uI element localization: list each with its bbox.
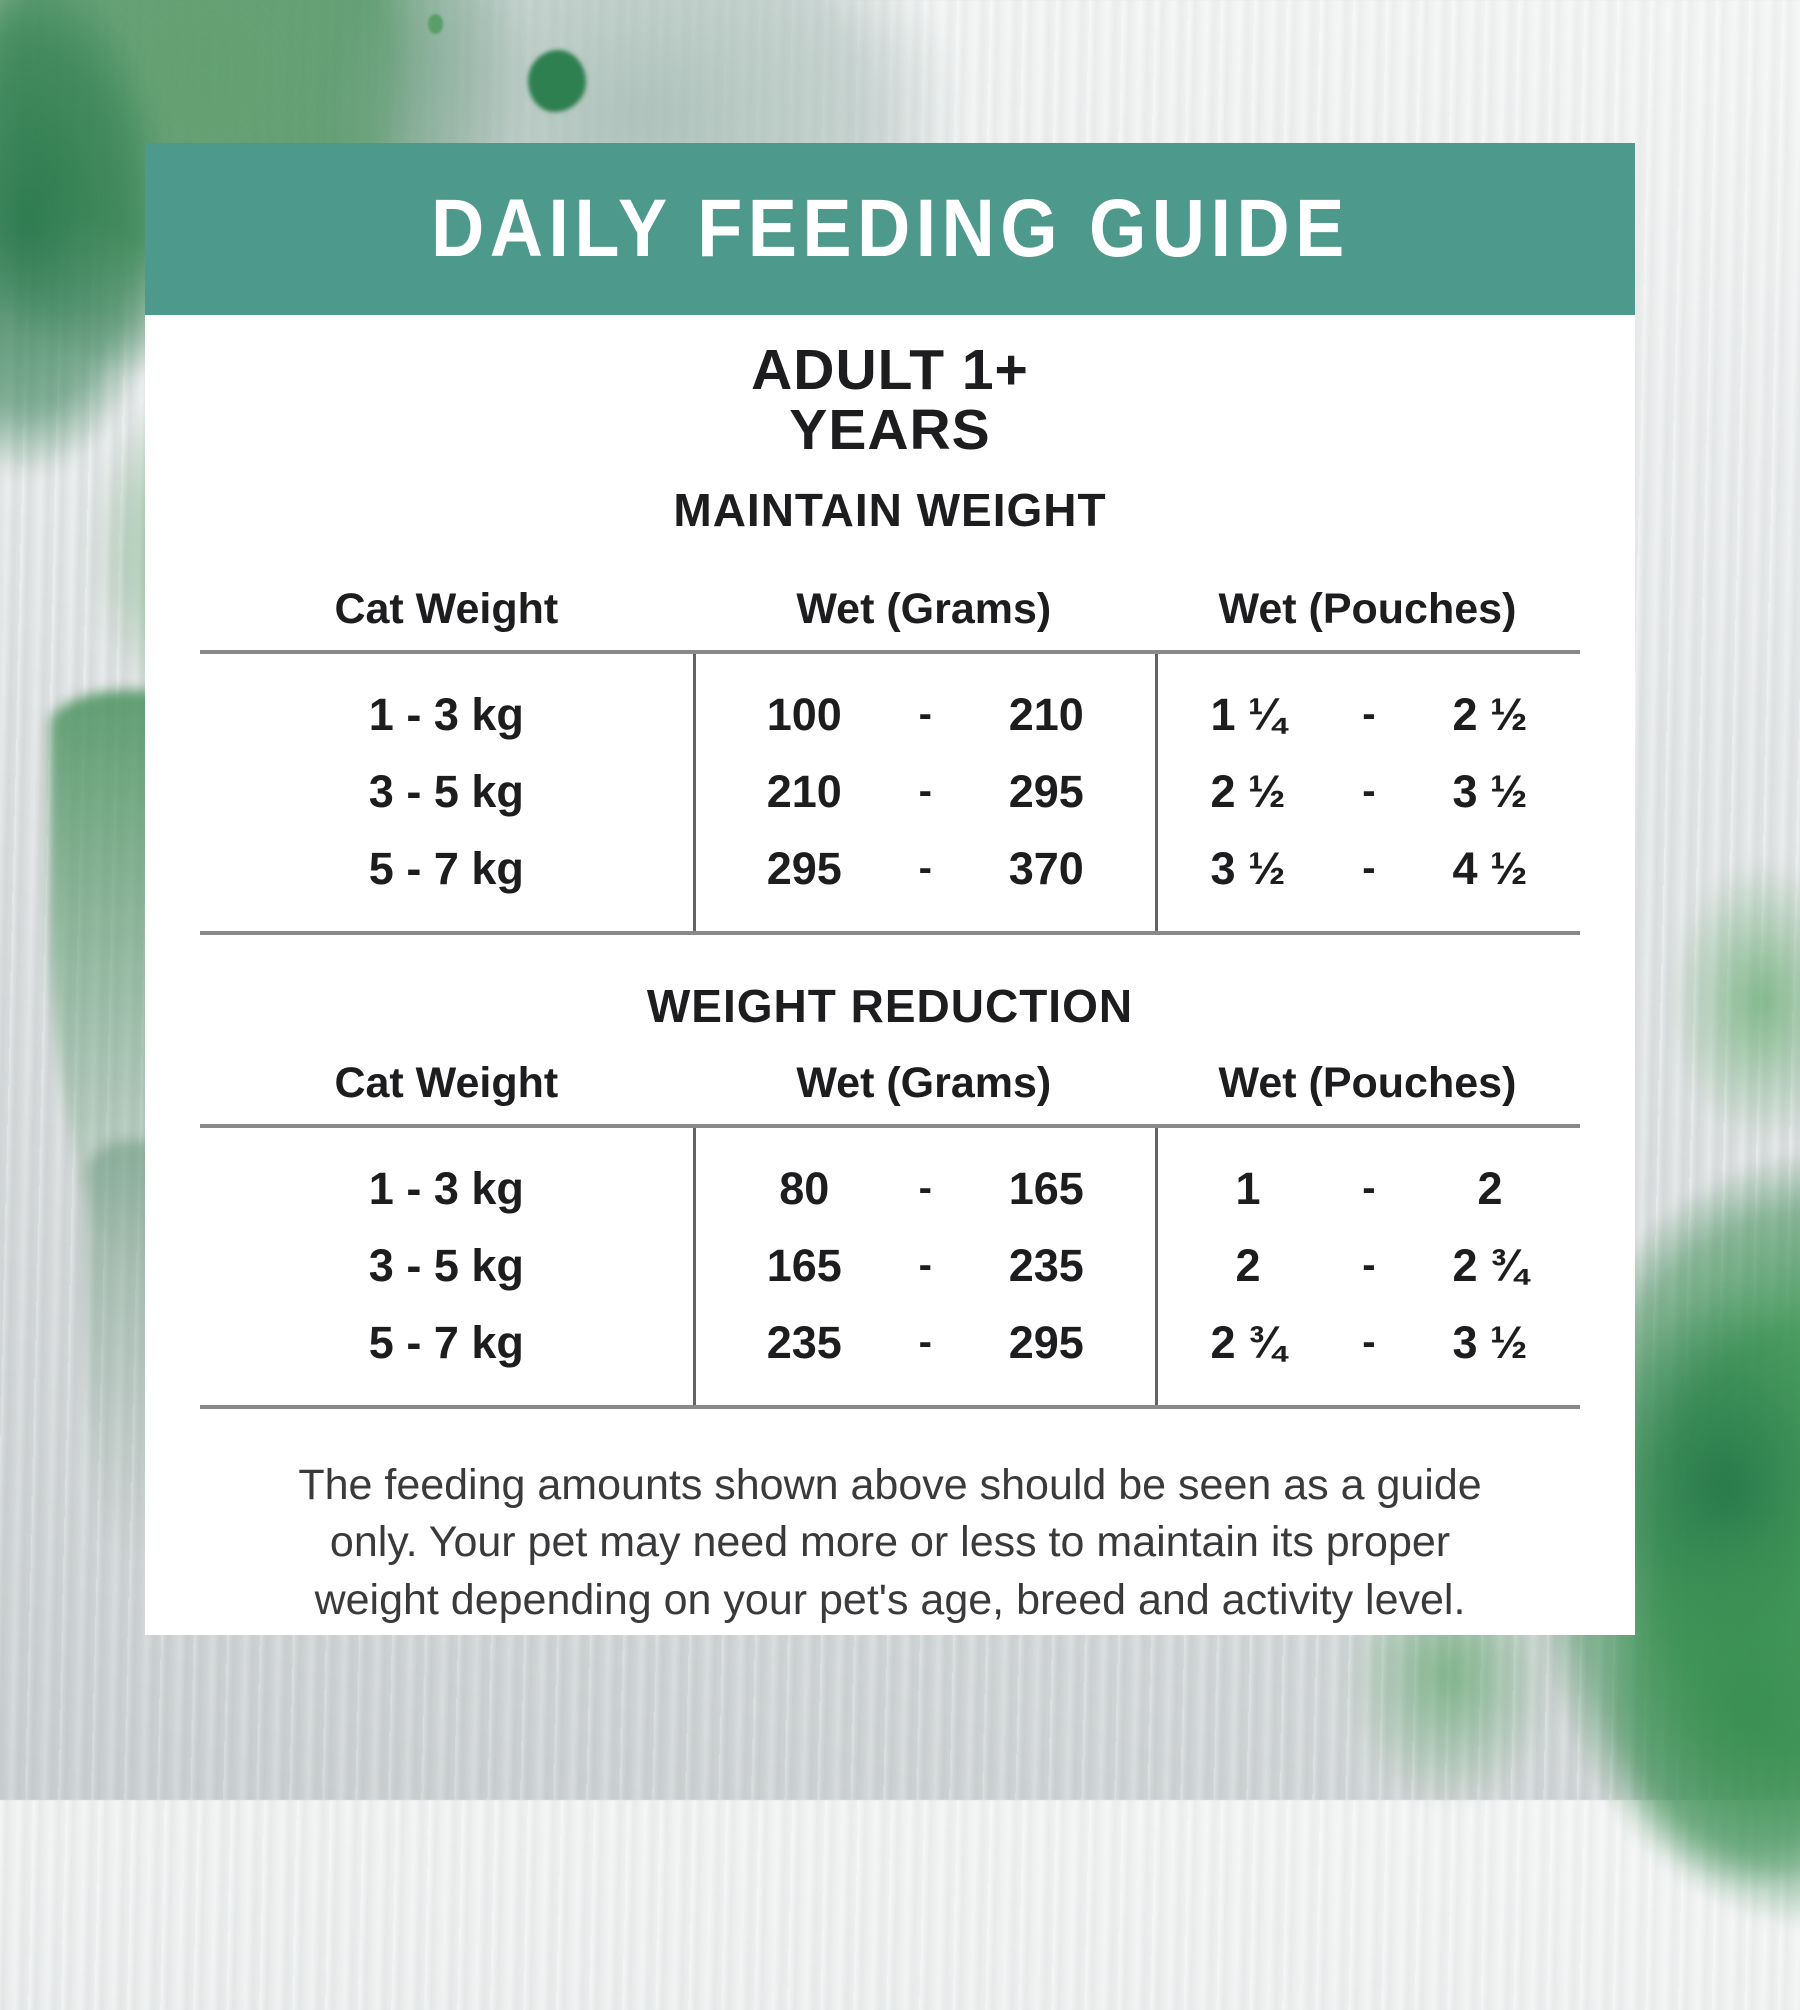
table-body: 1 - 3 kg 3 - 5 kg 5 - 7 kg 100 - 210 210… — [200, 649, 1580, 935]
section-heading-maintain-weight: MAINTAIN WEIGHT — [673, 483, 1107, 536]
age-group-heading: ADULT 1+ YEARS — [145, 338, 1635, 462]
pouches-min: 2 ½ — [1210, 765, 1286, 817]
maintain-weight-table: Cat Weight Wet (Grams) Wet (Pouches) 1 -… — [200, 585, 1580, 935]
pouches-max: 2 ½ — [1452, 688, 1528, 740]
range-separator: - — [918, 769, 932, 814]
range-separator: - — [1362, 769, 1376, 814]
grams-max: 295 — [1008, 765, 1084, 817]
range-separator: - — [1362, 1243, 1376, 1288]
grams-max: 165 — [1008, 1162, 1084, 1214]
section-heading-weight-reduction: WEIGHT REDUCTION — [646, 979, 1134, 1032]
grams-max: 295 — [1008, 1316, 1084, 1368]
pouches-min: 1 — [1235, 1162, 1261, 1214]
footer-note-line3: weight depending on your pet's age, bree… — [314, 1575, 1466, 1624]
footer-note-line2: only. Your pet may need more or less to … — [329, 1518, 1451, 1567]
range-separator: - — [1362, 692, 1376, 737]
grams-min: 80 — [779, 1162, 830, 1214]
pouches-range: 2 ½ - 3 ½ — [1158, 761, 1580, 823]
wet-grams-column: 100 - 210 210 - 295 295 - 370 — [692, 653, 1155, 931]
range-separator: - — [1362, 846, 1376, 891]
cat-weight-value: 1 - 3 kg — [368, 688, 524, 740]
range-separator: - — [1362, 1320, 1376, 1365]
watercolor-dot-top — [528, 50, 586, 112]
grams-max: 370 — [1008, 842, 1084, 894]
column-header-wet-grams: Wet (Grams) — [796, 584, 1052, 633]
pouches-min: 2 — [1235, 1239, 1261, 1291]
grams-range: 165 - 235 — [696, 1235, 1155, 1297]
feeding-guide-card: DAILY FEEDING GUIDE ADULT 1+ YEARS MAINT… — [145, 143, 1635, 1635]
cat-weight-value: 3 - 5 kg — [368, 765, 524, 817]
pouches-max: 4 ½ — [1452, 842, 1528, 894]
range-separator: - — [918, 692, 932, 737]
cat-weight-value: 5 - 7 kg — [368, 842, 524, 894]
range-separator: - — [918, 1166, 932, 1211]
cat-weight-column: 1 - 3 kg 3 - 5 kg 5 - 7 kg — [200, 1128, 693, 1405]
wet-pouches-column: 1 ¼ - 2 ½ 2 ½ - 3 ½ 3 ½ - 4 ½ — [1154, 653, 1580, 931]
pouches-max: 3 ½ — [1452, 1316, 1528, 1368]
pouches-min: 2 ¾ — [1210, 1316, 1286, 1368]
range-separator: - — [918, 846, 932, 891]
grams-range: 80 - 165 — [696, 1158, 1155, 1220]
pouches-max: 3 ½ — [1452, 765, 1528, 817]
cat-weight-value: 5 - 7 kg — [368, 1316, 524, 1368]
table-header-row: Cat Weight Wet (Grams) Wet (Pouches) — [200, 1059, 1580, 1108]
pouches-range: 3 ½ - 4 ½ — [1158, 838, 1580, 900]
cat-weight-value: 3 - 5 kg — [368, 1239, 524, 1291]
footer-note: The feeding amounts shown above should b… — [197, 1457, 1583, 1630]
weight-reduction-table: Cat Weight Wet (Grams) Wet (Pouches) 1 -… — [200, 1059, 1580, 1409]
pouches-range: 2 - 2 ¾ — [1158, 1235, 1580, 1297]
wet-pouches-column: 1 - 2 2 - 2 ¾ 2 ¾ - 3 ½ — [1154, 1127, 1580, 1405]
column-header-wet-pouches: Wet (Pouches) — [1218, 584, 1517, 633]
weight-reduction-section: WEIGHT REDUCTION Cat Weight Wet (Grams) … — [145, 979, 1635, 1409]
grams-max: 210 — [1008, 688, 1084, 740]
column-header-cat-weight: Cat Weight — [334, 1058, 559, 1107]
grams-min: 165 — [766, 1239, 842, 1291]
range-separator: - — [918, 1243, 932, 1288]
pouches-min: 3 ½ — [1210, 842, 1286, 894]
page-title: DAILY FEEDING GUIDE — [430, 183, 1350, 274]
cat-weight-column: 1 - 3 kg 3 - 5 kg 5 - 7 kg — [200, 654, 693, 931]
grams-max: 235 — [1008, 1239, 1084, 1291]
table-body: 1 - 3 kg 3 - 5 kg 5 - 7 kg 80 - 165 165 … — [200, 1123, 1580, 1409]
column-header-wet-pouches: Wet (Pouches) — [1218, 1058, 1517, 1107]
grams-range: 295 - 370 — [696, 838, 1155, 900]
banner: DAILY FEEDING GUIDE — [145, 143, 1635, 315]
grams-range: 235 - 295 — [696, 1312, 1155, 1374]
cat-weight-value: 1 - 3 kg — [368, 1162, 524, 1214]
table-header-row: Cat Weight Wet (Grams) Wet (Pouches) — [200, 585, 1580, 634]
grams-min: 295 — [766, 842, 842, 894]
pouches-max: 2 ¾ — [1452, 1239, 1528, 1291]
age-group-line1: ADULT 1+ — [751, 338, 1029, 402]
watercolor-speck-top — [428, 14, 443, 34]
grams-range: 100 - 210 — [696, 684, 1155, 746]
grams-range: 210 - 295 — [696, 761, 1155, 823]
column-header-wet-grams: Wet (Grams) — [796, 1058, 1052, 1107]
pouches-range: 1 ¼ - 2 ½ — [1158, 684, 1580, 746]
footer-note-line1: The feeding amounts shown above should b… — [298, 1460, 1482, 1509]
grams-min: 210 — [766, 765, 842, 817]
pouches-max: 2 — [1477, 1162, 1503, 1214]
range-separator: - — [1362, 1166, 1376, 1211]
range-separator: - — [918, 1320, 932, 1365]
wet-grams-column: 80 - 165 165 - 235 235 - 295 — [692, 1127, 1155, 1405]
maintain-weight-section: MAINTAIN WEIGHT Cat Weight Wet (Grams) W… — [145, 483, 1635, 935]
grams-min: 100 — [766, 688, 842, 740]
grams-min: 235 — [766, 1316, 842, 1368]
column-header-cat-weight: Cat Weight — [334, 584, 559, 633]
age-group-line2: YEARS — [789, 397, 991, 462]
pouches-range: 1 - 2 — [1158, 1158, 1580, 1220]
pouches-range: 2 ¾ - 3 ½ — [1158, 1312, 1580, 1374]
pouches-min: 1 ¼ — [1210, 688, 1286, 740]
